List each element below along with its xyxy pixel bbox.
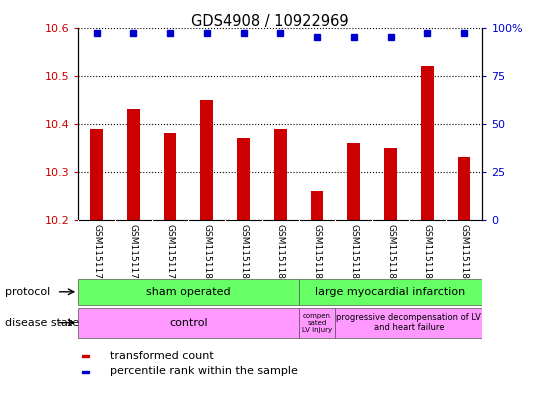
Bar xyxy=(274,129,287,220)
Bar xyxy=(347,143,360,220)
Bar xyxy=(127,109,140,220)
Text: disease state: disease state xyxy=(5,318,80,328)
Text: GSM1151187: GSM1151187 xyxy=(460,224,468,285)
Text: GDS4908 / 10922969: GDS4908 / 10922969 xyxy=(191,14,348,29)
Text: GSM1151184: GSM1151184 xyxy=(349,224,358,285)
Text: control: control xyxy=(169,318,208,328)
Text: percentile rank within the sample: percentile rank within the sample xyxy=(110,366,299,376)
Text: transformed count: transformed count xyxy=(110,351,214,361)
Bar xyxy=(299,279,482,305)
Bar xyxy=(458,158,471,220)
Text: GSM1151178: GSM1151178 xyxy=(129,224,138,285)
Bar xyxy=(421,66,434,220)
Bar xyxy=(82,371,88,373)
Bar xyxy=(384,148,397,220)
Text: GSM1151185: GSM1151185 xyxy=(386,224,395,285)
Bar xyxy=(78,279,299,305)
Bar xyxy=(299,307,335,338)
Bar xyxy=(90,129,103,220)
Bar xyxy=(201,100,213,220)
Bar xyxy=(164,133,176,220)
Text: compen
sated
LV injury: compen sated LV injury xyxy=(302,313,332,332)
Text: GSM1151182: GSM1151182 xyxy=(276,224,285,285)
Text: sham operated: sham operated xyxy=(146,287,231,297)
Text: GSM1151183: GSM1151183 xyxy=(313,224,322,285)
Text: protocol: protocol xyxy=(5,287,51,297)
Text: progressive decompensation of LV
and heart failure: progressive decompensation of LV and hea… xyxy=(336,313,481,332)
Text: GSM1151177: GSM1151177 xyxy=(92,224,101,285)
Text: GSM1151186: GSM1151186 xyxy=(423,224,432,285)
Text: large myocardial infarction: large myocardial infarction xyxy=(315,287,466,297)
Text: GSM1151181: GSM1151181 xyxy=(239,224,248,285)
Text: GSM1151179: GSM1151179 xyxy=(165,224,175,285)
Bar xyxy=(310,191,323,220)
Bar xyxy=(335,307,482,338)
Bar xyxy=(78,307,299,338)
Bar xyxy=(82,355,88,357)
Text: GSM1151180: GSM1151180 xyxy=(202,224,211,285)
Bar xyxy=(237,138,250,220)
